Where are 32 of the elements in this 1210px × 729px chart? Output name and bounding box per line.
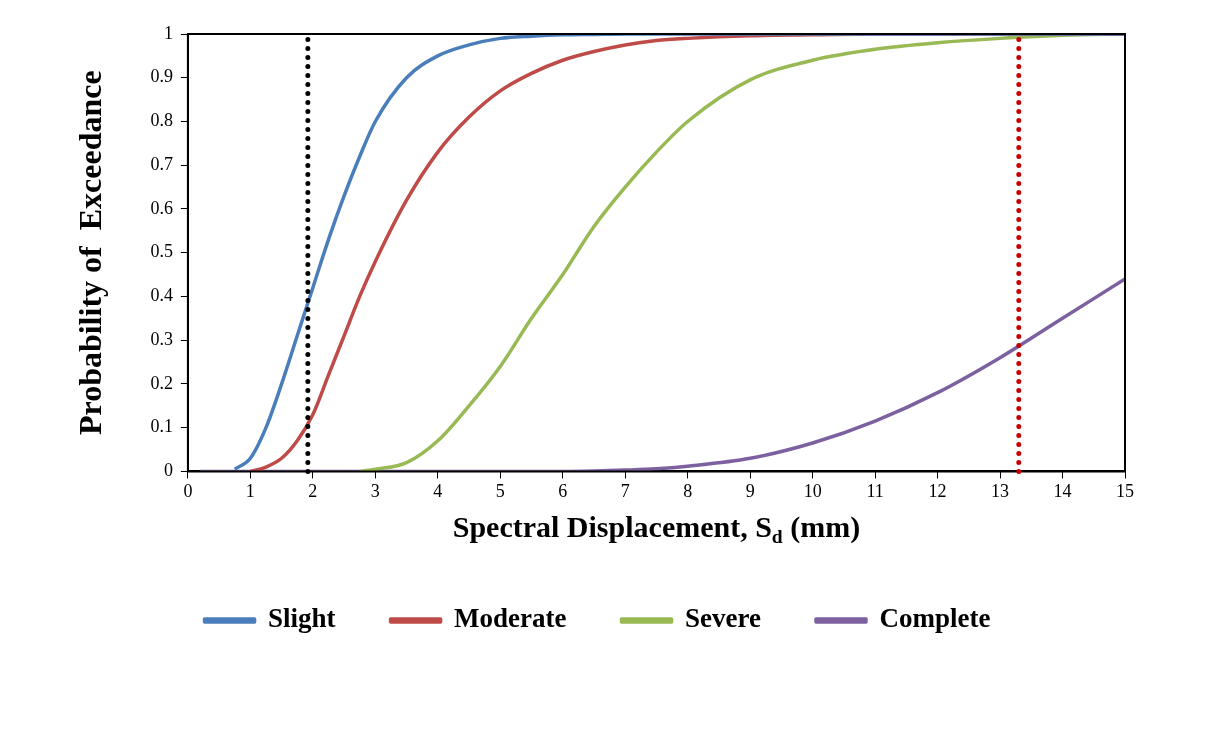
- legend-label: Complete: [879, 603, 991, 634]
- x-tick-label: 5: [495, 480, 505, 501]
- y-tick-label: 0.3: [150, 328, 173, 349]
- y-tick-label: 0.9: [150, 66, 173, 87]
- x-tick-label: 11: [866, 480, 884, 501]
- x-tick-label: 1: [245, 480, 255, 501]
- x-tick-label: 7: [620, 480, 630, 501]
- y-tick-label: 0: [163, 460, 173, 481]
- y-axis-title: Probability of Exceedance: [72, 70, 109, 436]
- x-tick-label: 8: [683, 480, 693, 501]
- y-tick-label: 1: [163, 22, 173, 43]
- legend-label: Slight: [268, 603, 336, 634]
- y-tick-label: 0.1: [150, 416, 173, 437]
- x-tick-label: 9: [745, 480, 755, 501]
- legend-label: Moderate: [454, 603, 567, 634]
- x-tick-label: 10: [803, 480, 822, 501]
- y-tick-label: 0.4: [150, 285, 173, 306]
- x-tick-label: 6: [558, 480, 568, 501]
- x-tick-label: 4: [433, 480, 443, 501]
- y-tick-label: 0.2: [150, 372, 173, 393]
- x-tick-label: 15: [1116, 480, 1134, 501]
- x-tick-label: 3: [370, 480, 380, 501]
- y-tick-label: 0.8: [150, 110, 173, 131]
- y-tick-label: 0.5: [150, 241, 173, 262]
- y-tick-label: 0.7: [150, 153, 173, 174]
- legend-label: Severe: [685, 603, 761, 634]
- x-tick-label: 13: [991, 480, 1010, 501]
- x-tick-label: 12: [928, 480, 947, 501]
- x-tick-label: 2: [308, 480, 318, 501]
- x-tick-label: 14: [1053, 480, 1072, 501]
- y-tick-label: 0.6: [150, 197, 173, 218]
- x-tick-label: 0: [183, 480, 193, 501]
